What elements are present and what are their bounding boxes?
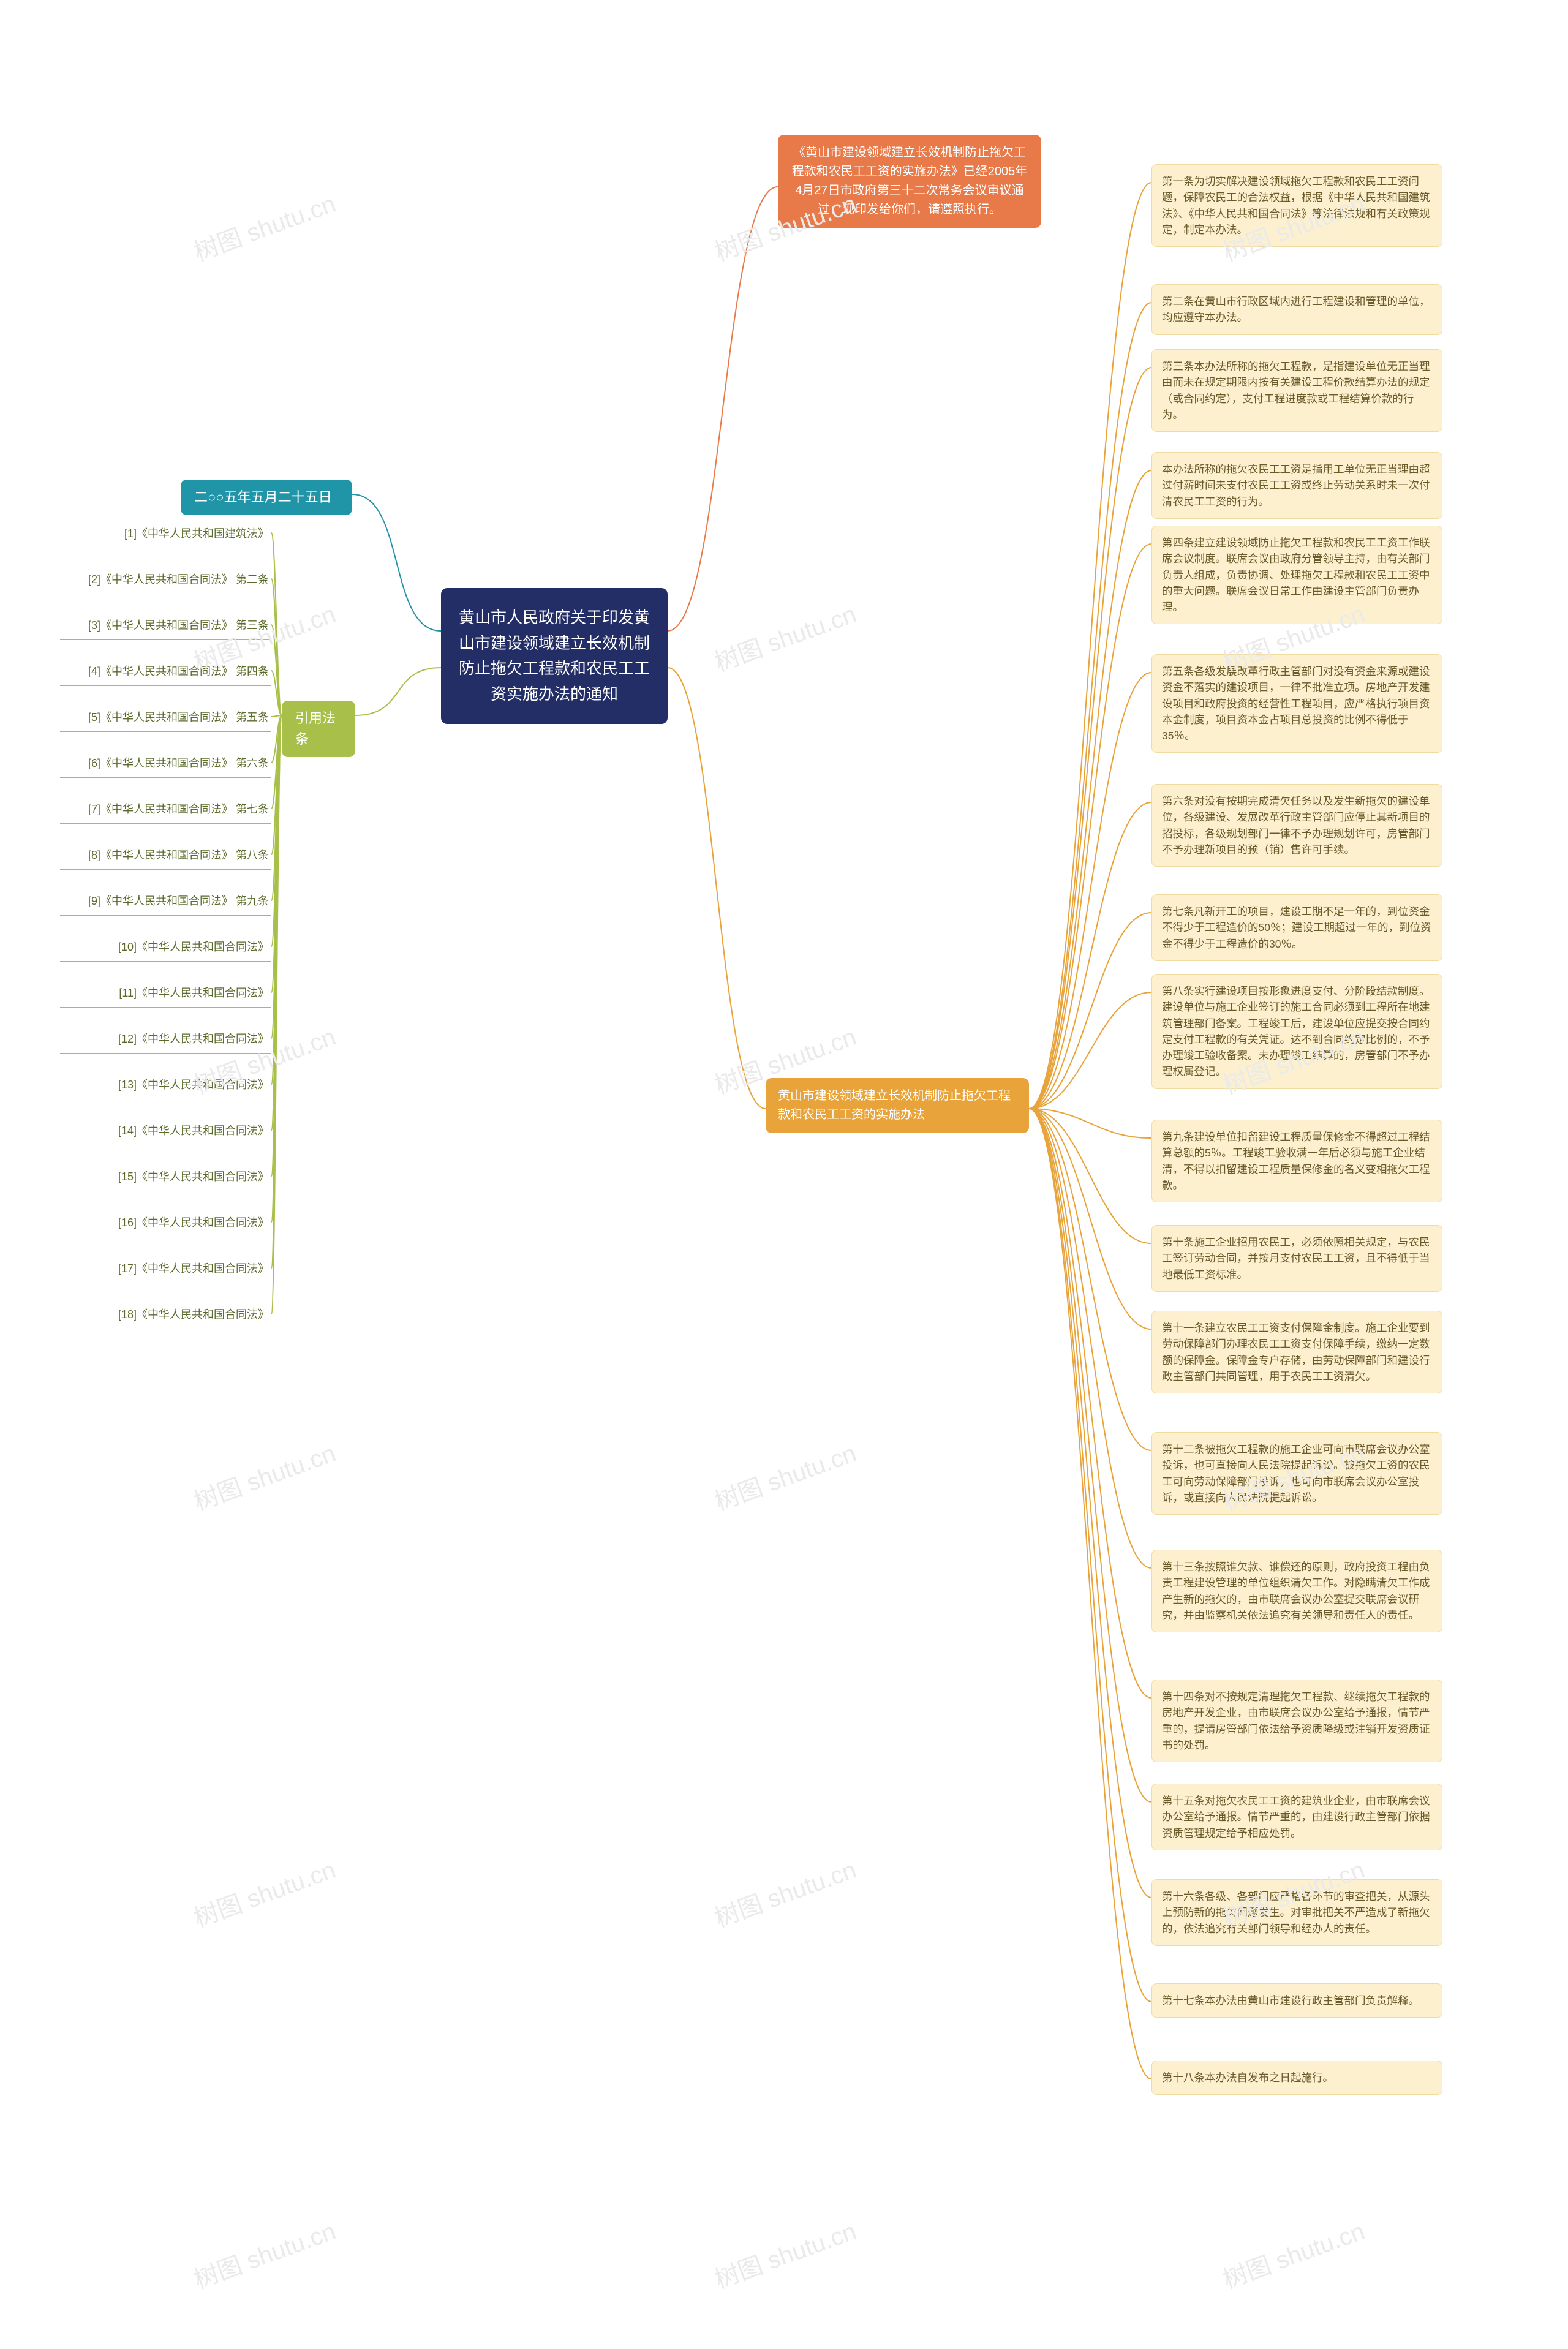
measure-article: 第十六条各级、各部门应严格各环节的审查把关，从源头上预防新的拖欠问题发生。对审批… [1152,1879,1442,1946]
citation-item: [14]《中华人民共和国合同法》 [60,1118,271,1145]
watermark: 树图 shutu.cn [188,2211,340,2295]
measure-article: 第十一条建立农民工工资支付保障金制度。施工企业要到劳动保障部门办理农民工工资支付… [1152,1311,1442,1393]
preamble-text: 《黄山市建设领域建立长效机制防止拖欠工程款和农民工工资的实施办法》已经2005年… [792,146,1028,216]
watermark: 树图 shutu.cn [188,1850,340,1934]
watermark: 树图 shutu.cn [188,1433,340,1517]
measure-article: 第七条凡新开工的项目，建设工期不足一年的，到位资金不得少于工程造价的50％；建设… [1152,894,1442,961]
watermark: 树图 shutu.cn [709,2211,861,2295]
watermark: 树图 shutu.cn [188,184,340,268]
citation-item: [6]《中华人民共和国合同法》 第六条 [60,750,271,778]
citation-item: [3]《中华人民共和国合同法》 第三条 [60,613,271,640]
citation-item: [1]《中华人民共和国建筑法》 [60,521,271,548]
measure-article: 第十八条本办法自发布之日起施行。 [1152,2061,1442,2095]
citation-item: [12]《中华人民共和国合同法》 [60,1026,271,1054]
citation-item: [15]《中华人民共和国合同法》 [60,1164,271,1191]
measures-node: 黄山市建设领域建立长效机制防止拖欠工程款和农民工工资的实施办法 [766,1078,1029,1133]
measure-article: 第十四条对不按规定清理拖欠工程款、继续拖欠工程款的房地产开发企业，由市联席会议办… [1152,1680,1442,1762]
citation-item: [5]《中华人民共和国合同法》 第五条 [60,704,271,732]
watermark: 树图 shutu.cn [709,1433,861,1517]
watermark: 树图 shutu.cn [709,594,861,678]
measure-article: 第九条建设单位扣留建设工程质量保修金不得超过工程结算总额的5％。工程竣工验收满一… [1152,1120,1442,1202]
citation-item: [17]《中华人民共和国合同法》 [60,1256,271,1283]
citation-item: [2]《中华人民共和国合同法》 第二条 [60,567,271,594]
preamble-node: 《黄山市建设领域建立长效机制防止拖欠工程款和农民工工资的实施办法》已经2005年… [778,135,1041,228]
measure-article: 第十条施工企业招用农民工，必须依照相关规定，与农民工签订劳动合同，并按月支付农民… [1152,1225,1442,1292]
measure-article: 第十三条按照谁欠款、谁偿还的原则，政府投资工程由负责工程建设管理的单位组织清欠工… [1152,1550,1442,1632]
measure-article: 第二条在黄山市行政区域内进行工程建设和管理的单位，均应遵守本办法。 [1152,284,1442,335]
measure-article: 第四条建立建设领域防止拖欠工程款和农民工工资工作联席会议制度。联席会议由政府分管… [1152,526,1442,624]
measure-article: 第五条各级发展改革行政主管部门对没有资金来源或建设资金不落实的建设项目，一律不批… [1152,654,1442,753]
measure-article: 第六条对没有按期完成清欠任务以及发生新拖欠的建设单位，各级建设、发展改革行政主管… [1152,784,1442,867]
citations-label: 引用法条 [295,711,336,747]
root-label: 黄山市人民政府关于印发黄山市建设领域建立长效机制防止拖欠工程款和农民工工资实施办… [459,608,650,703]
citation-item: [11]《中华人民共和国合同法》 [60,980,271,1008]
measure-article: 第一条为切实解决建设领域拖欠工程款和农民工工资问题，保障农民工的合法权益，根据《… [1152,164,1442,247]
citation-item: [10]《中华人民共和国合同法》 [60,934,271,962]
citation-item: [16]《中华人民共和国合同法》 [60,1210,271,1237]
measure-article: 本办法所称的拖欠农民工工资是指用工单位无正当理由超过付薪时间未支付农民工工资或终… [1152,452,1442,519]
measure-article: 第十二条被拖欠工程款的施工企业可向市联席会议办公室投诉，也可直接向人民法院提起诉… [1152,1432,1442,1515]
watermark: 树图 shutu.cn [709,1850,861,1934]
citation-item: [8]《中华人民共和国合同法》 第八条 [60,842,271,870]
root-node: 黄山市人民政府关于印发黄山市建设领域建立长效机制防止拖欠工程款和农民工工资实施办… [441,588,668,724]
citation-item: [9]《中华人民共和国合同法》 第九条 [60,888,271,916]
citation-item: [4]《中华人民共和国合同法》 第四条 [60,658,271,686]
citation-item: [13]《中华人民共和国合同法》 [60,1072,271,1099]
citations-node: 引用法条 [282,701,355,757]
measures-label: 黄山市建设领域建立长效机制防止拖欠工程款和农民工工资的实施办法 [778,1089,1011,1122]
measure-article: 第十七条本办法由黄山市建设行政主管部门负责解释。 [1152,1983,1442,2018]
watermark: 树图 shutu.cn [1217,2211,1369,2295]
date-label: 二○○五年五月二十五日 [194,489,332,505]
citation-item: [18]《中华人民共和国合同法》 [60,1302,271,1329]
date-node: 二○○五年五月二十五日 [181,480,352,515]
measure-article: 第十五条对拖欠农民工工资的建筑业企业，由市联席会议办公室给予通报。情节严重的，由… [1152,1784,1442,1850]
citation-item: [7]《中华人民共和国合同法》 第七条 [60,796,271,824]
measure-article: 第八条实行建设项目按形象进度支付、分阶段结款制度。建设单位与施工企业签订的施工合… [1152,974,1442,1089]
measure-article: 第三条本办法所称的拖欠工程款，是指建设单位无正当理由而未在规定期限内按有关建设工… [1152,349,1442,432]
